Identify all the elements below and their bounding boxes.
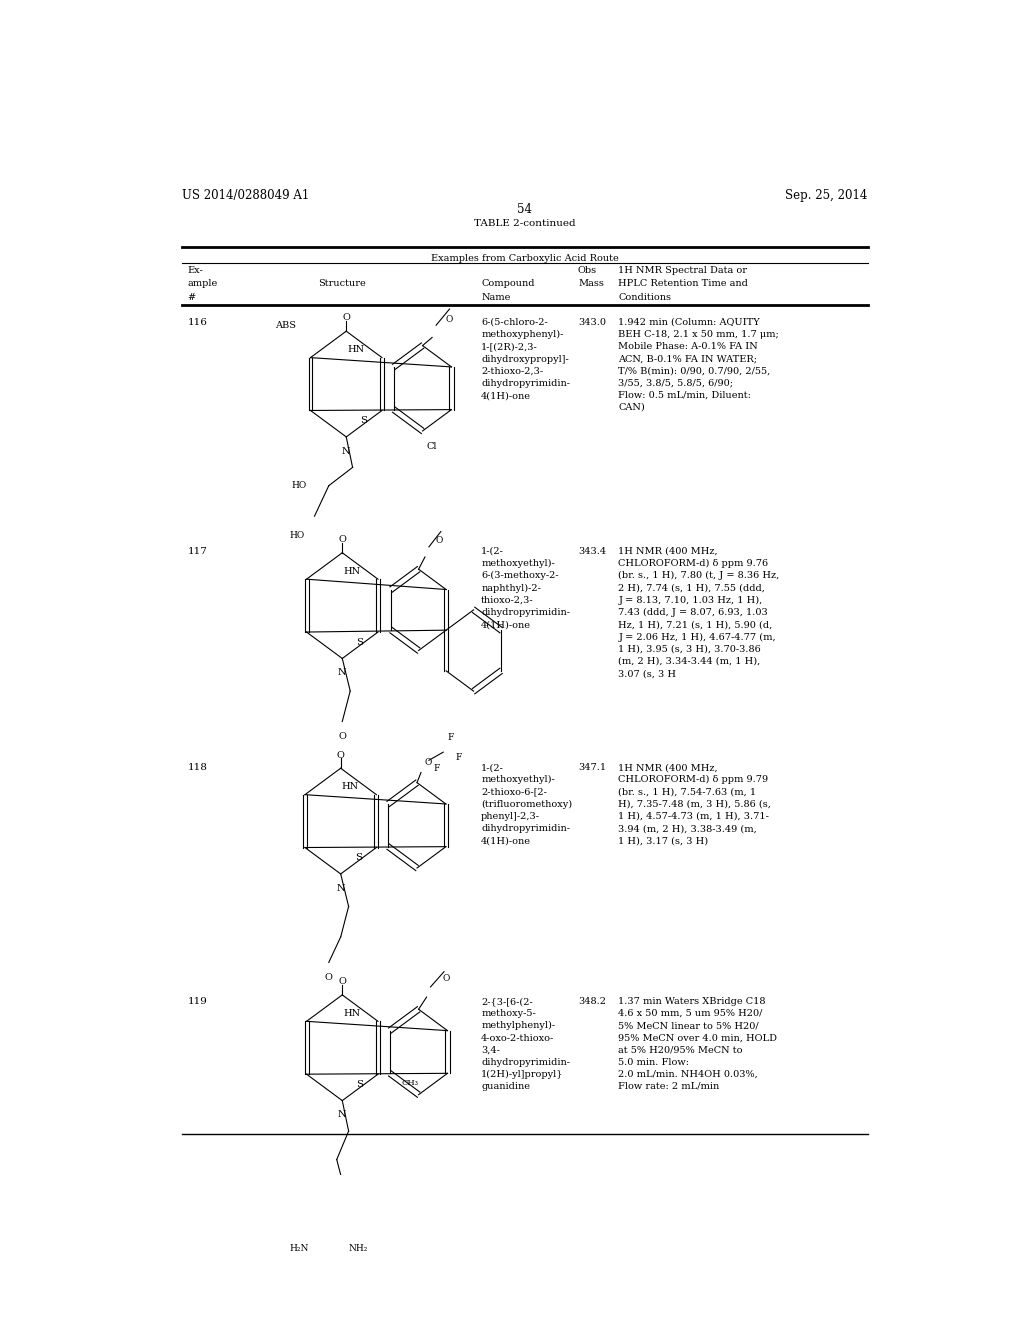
Text: H₂N: H₂N (290, 1243, 309, 1253)
Text: 54: 54 (517, 203, 532, 216)
Text: S: S (355, 853, 362, 862)
Text: Compound: Compound (481, 280, 535, 288)
Text: O: O (425, 758, 432, 767)
Text: O: O (435, 536, 443, 545)
Text: 348.2: 348.2 (578, 997, 606, 1006)
Text: ample: ample (187, 280, 218, 288)
Text: Obs: Obs (578, 267, 597, 275)
Text: Conditions: Conditions (618, 293, 672, 301)
Text: 119: 119 (187, 997, 208, 1006)
Text: 343.0: 343.0 (578, 318, 606, 327)
Text: Ex-: Ex- (187, 267, 204, 275)
Text: 117: 117 (187, 546, 208, 556)
Text: 1.942 min (Column: AQUITY
BEH C-18, 2.1 x 50 mm, 1.7 μm;
Mobile Phase: A-0.1% FA: 1.942 min (Column: AQUITY BEH C-18, 2.1 … (618, 318, 779, 412)
Text: O: O (338, 733, 346, 742)
Text: S: S (360, 416, 368, 425)
Text: 1-(2-
methoxyethyl)-
6-(3-methoxy-2-
naphthyl)-2-
thioxo-2,3-
dihydropyrimidin-
: 1-(2- methoxyethyl)- 6-(3-methoxy-2- nap… (481, 546, 570, 630)
Text: N: N (338, 1110, 346, 1119)
Text: O: O (337, 751, 345, 759)
Text: 1H NMR (400 MHz,
CHLOROFORM-d) δ ppm 9.76
(br. s., 1 H), 7.80 (t, J = 8.36 Hz,
2: 1H NMR (400 MHz, CHLOROFORM-d) δ ppm 9.7… (618, 546, 779, 678)
Text: S: S (356, 638, 364, 647)
Text: 1.37 min Waters XBridge C18
4.6 x 50 mm, 5 um 95% H20/
5% MeCN linear to 5% H20/: 1.37 min Waters XBridge C18 4.6 x 50 mm,… (618, 997, 777, 1090)
Text: Mass: Mass (578, 280, 604, 288)
Text: 6-(5-chloro-2-
methoxyphenyl)-
1-[(2R)-2,3-
dihydroxypropyl]-
2-thioxo-2,3-
dihy: 6-(5-chloro-2- methoxyphenyl)- 1-[(2R)-2… (481, 318, 570, 400)
Text: 2-{3-[6-(2-
methoxy-5-
methylphenyl)-
4-oxo-2-thioxo-
3,4-
dihydropyrimidin-
1(2: 2-{3-[6-(2- methoxy-5- methylphenyl)- 4-… (481, 997, 570, 1092)
Text: HN: HN (342, 781, 359, 791)
Text: 343.4: 343.4 (578, 546, 606, 556)
Text: NH₂: NH₂ (348, 1243, 368, 1253)
Text: CH₃: CH₃ (401, 1080, 419, 1088)
Text: F: F (434, 764, 440, 774)
Text: ABS: ABS (274, 321, 296, 330)
Text: HN: HN (343, 1008, 360, 1018)
Text: TABLE 2-continued: TABLE 2-continued (474, 219, 575, 228)
Text: HPLC Retention Time and: HPLC Retention Time and (618, 280, 749, 288)
Text: 116: 116 (187, 318, 208, 327)
Text: F: F (455, 752, 462, 762)
Text: 1-(2-
methoxyethyl)-
2-thioxo-6-[2-
(trifluoromethoxy)
phenyl]-2,3-
dihydropyrim: 1-(2- methoxyethyl)- 2-thioxo-6-[2- (tri… (481, 763, 572, 845)
Text: HO: HO (290, 532, 305, 540)
Text: HO: HO (291, 482, 306, 490)
Text: Name: Name (481, 293, 511, 301)
Text: #: # (187, 293, 196, 301)
Text: HN: HN (347, 345, 365, 354)
Text: US 2014/0288049 A1: US 2014/0288049 A1 (182, 189, 309, 202)
Text: Cl: Cl (427, 442, 437, 450)
Text: O: O (445, 314, 454, 323)
Text: N: N (338, 668, 346, 677)
Text: 347.1: 347.1 (578, 763, 606, 772)
Text: N: N (337, 883, 345, 892)
Text: N: N (342, 446, 350, 455)
Text: O: O (325, 973, 333, 982)
Text: HN: HN (343, 566, 360, 576)
Text: S: S (356, 1080, 364, 1089)
Text: O: O (442, 974, 450, 983)
Text: Sep. 25, 2014: Sep. 25, 2014 (785, 189, 867, 202)
Text: Examples from Carboxylic Acid Route: Examples from Carboxylic Acid Route (431, 253, 618, 263)
Text: 118: 118 (187, 763, 208, 772)
Text: F: F (447, 733, 454, 742)
Text: O: O (338, 535, 346, 544)
Text: Structure: Structure (318, 280, 367, 288)
Text: O: O (342, 313, 350, 322)
Text: 1H NMR Spectral Data or: 1H NMR Spectral Data or (618, 267, 748, 275)
Text: 1H NMR (400 MHz,
CHLOROFORM-d) δ ppm 9.79
(br. s., 1 H), 7.54-7.63 (m, 1
H), 7.3: 1H NMR (400 MHz, CHLOROFORM-d) δ ppm 9.7… (618, 763, 771, 845)
Text: O: O (338, 977, 346, 986)
